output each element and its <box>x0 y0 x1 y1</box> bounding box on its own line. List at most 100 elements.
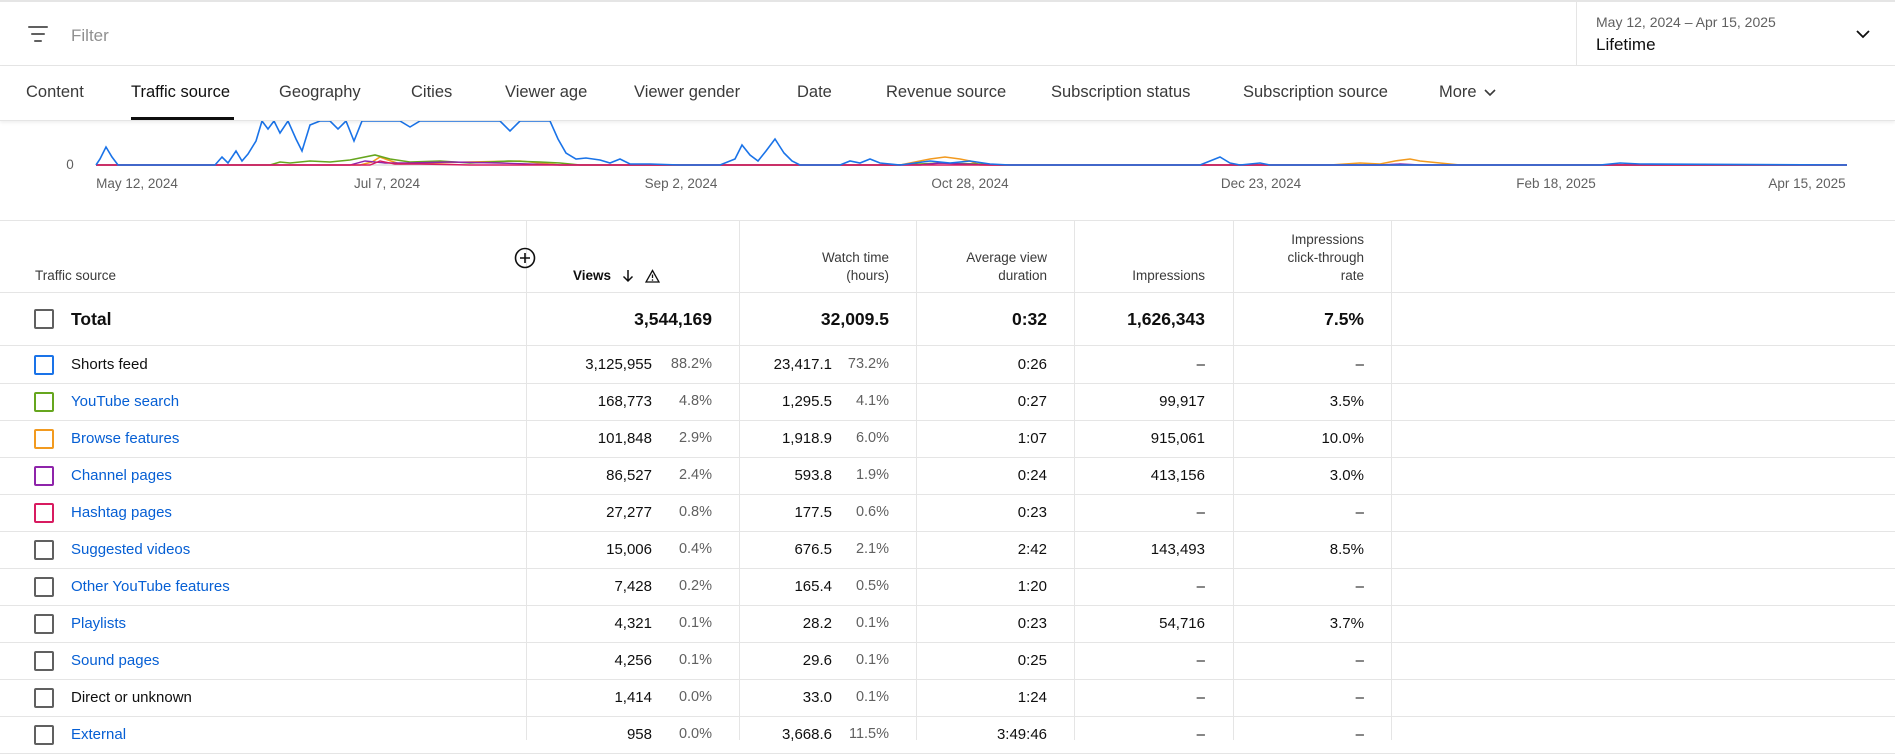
total-impressions-ctr: 7.5% <box>1324 309 1364 329</box>
views-percent: 0.1% <box>678 615 712 631</box>
tab-subscription-source[interactable]: Subscription source <box>1243 83 1388 101</box>
header-avg-line1: Average view <box>966 250 1047 265</box>
impressions-value: – <box>1196 356 1205 373</box>
series-line-hashtag-pages <box>96 160 1847 166</box>
traffic-source-link[interactable]: Playlists <box>71 615 127 632</box>
table-row[interactable]: Hashtag pages 27,277 0.8% 177.5 0.6% 0:23 – – <box>0 495 1895 532</box>
header-traffic-source[interactable]: Traffic source <box>35 268 117 283</box>
tab-traffic-source[interactable]: Traffic source <box>131 83 231 101</box>
watch-time-percent: 0.6% <box>855 504 889 520</box>
watch-time-value: 177.5 <box>794 504 832 521</box>
warning-icon[interactable] <box>645 269 660 283</box>
tab-revenue-source[interactable]: Revenue source <box>886 83 1007 101</box>
average-view-duration-value: 1:20 <box>1017 578 1047 595</box>
tab-viewer-gender[interactable]: Viewer gender <box>634 83 741 101</box>
impressions-value: 54,716 <box>1159 615 1205 632</box>
chevron-down-icon <box>1856 30 1870 39</box>
traffic-source-link[interactable]: YouTube search <box>71 393 180 410</box>
views-value: 86,527 <box>606 467 652 484</box>
header-average-view-duration[interactable]: Average view duration <box>966 249 1047 285</box>
views-percent: 0.1% <box>678 652 712 668</box>
traffic-source-link[interactable]: Sound pages <box>71 652 160 669</box>
watch-time-value: 165.4 <box>794 578 832 595</box>
row-checkbox[interactable] <box>34 577 54 597</box>
x-tick-label: Dec 23, 2024 <box>1221 176 1302 191</box>
watch-time-percent: 0.1% <box>855 689 889 705</box>
watch-time-percent: 1.9% <box>855 467 889 483</box>
tab-content[interactable]: Content <box>26 83 84 101</box>
x-tick-label: May 12, 2024 <box>96 176 178 191</box>
views-percent: 0.2% <box>678 578 712 594</box>
table-row[interactable]: Other YouTube features 7,428 0.2% 165.4 0.5%… <box>0 569 1895 606</box>
tab-geography[interactable]: Geography <box>279 83 361 101</box>
row-checkbox[interactable] <box>34 392 54 412</box>
views-value: 4,321 <box>614 615 652 632</box>
views-percent: 0.0% <box>678 689 712 705</box>
table-row[interactable]: Sound pages 4,256 0.1% 29.6 0.1% 0:25 – – <box>0 643 1895 680</box>
row-checkbox[interactable] <box>34 429 54 449</box>
header-avg-line2: duration <box>998 268 1047 283</box>
header-impressions-ctr[interactable]: Impressions click-through rate <box>1287 231 1364 285</box>
header-impressions[interactable]: Impressions <box>1132 268 1205 283</box>
views-percent: 2.9% <box>678 430 712 446</box>
column-divider <box>1391 221 1392 740</box>
x-tick-label: Oct 28, 2024 <box>931 176 1009 191</box>
tab-more[interactable]: More <box>1439 83 1497 102</box>
tab-date[interactable]: Date <box>797 83 832 101</box>
views-value: 168,773 <box>597 393 652 410</box>
header-views[interactable]: Views <box>573 267 660 285</box>
table-row[interactable]: Channel pages 86,527 2.4% 593.8 1.9% 0:24 413,… <box>0 458 1895 495</box>
traffic-source-link[interactable]: External <box>71 726 127 743</box>
table-row[interactable]: Browse features 101,848 2.9% 1,918.9 6.0% 1:0… <box>0 421 1895 458</box>
watch-time-percent: 0.1% <box>855 615 889 631</box>
header-watch-time[interactable]: Watch time (hours) <box>822 249 889 285</box>
row-checkbox[interactable] <box>34 688 54 708</box>
watch-time-value: 593.8 <box>794 467 832 484</box>
filter-input[interactable]: Filter <box>71 26 109 45</box>
traffic-source-link[interactable]: Suggested videos <box>71 541 191 558</box>
sort-descending-icon[interactable] <box>621 269 635 283</box>
tab-cities[interactable]: Cities <box>411 83 453 101</box>
watch-time-value: 676.5 <box>794 541 832 558</box>
views-value: 1,414 <box>614 689 652 706</box>
date-range-selector[interactable]: May 12, 2024 – Apr 15, 2025 Lifetime <box>1576 2 1895 66</box>
traffic-source-link[interactable]: Channel pages <box>71 467 172 484</box>
x-tick-label: Jul 7, 2024 <box>354 176 421 191</box>
tab-viewer-age[interactable]: Viewer age <box>505 83 588 101</box>
header-ctr-line3: rate <box>1340 268 1364 283</box>
column-divider <box>916 221 917 740</box>
row-checkbox[interactable] <box>34 725 54 745</box>
impressions-value: 99,917 <box>1159 393 1205 410</box>
total-checkbox[interactable] <box>34 309 54 329</box>
views-percent: 4.8% <box>678 393 712 409</box>
views-value: 27,277 <box>606 504 652 521</box>
row-checkbox[interactable] <box>34 540 54 560</box>
traffic-source-link[interactable]: Other YouTube features <box>71 578 230 595</box>
table-row[interactable]: Shorts feed 3,125,955 88.2% 23,417.1 73.2% 0:… <box>0 347 1895 384</box>
watch-time-value: 3,668.6 <box>781 726 832 743</box>
filter-icon[interactable] <box>28 26 50 44</box>
y-axis-zero-label: 0 <box>66 157 74 172</box>
row-checkbox[interactable] <box>34 651 54 671</box>
table-header: Traffic source Views Watch time (hours) … <box>0 221 1895 293</box>
table-row[interactable]: Direct or unknown 1,414 0.0% 33.0 0.1% 1:24 – – <box>0 680 1895 717</box>
watch-time-percent: 73.2% <box>847 356 889 372</box>
table-row[interactable]: Playlists 4,321 0.1% 28.2 0.1% 0:23 54,716 3.7% <box>0 606 1895 643</box>
traffic-source-link[interactable]: Browse features <box>71 430 180 447</box>
add-metric-icon[interactable] <box>514 247 536 269</box>
views-value: 4,256 <box>614 652 652 669</box>
row-checkbox[interactable] <box>34 355 54 375</box>
tab-subscription-status[interactable]: Subscription status <box>1051 83 1191 101</box>
row-checkbox[interactable] <box>34 614 54 634</box>
date-preset-text: Lifetime <box>1596 35 1656 54</box>
row-checkbox[interactable] <box>34 503 54 523</box>
impressions-value: – <box>1196 578 1205 595</box>
total-watch-time: 32,009.5 <box>820 309 889 329</box>
table-row[interactable]: YouTube search 168,773 4.8% 1,295.5 4.1% 0:27… <box>0 384 1895 421</box>
row-checkbox[interactable] <box>34 466 54 486</box>
active-tab-indicator <box>131 117 234 120</box>
average-view-duration-value: 0:23 <box>1017 504 1047 521</box>
table-row[interactable]: External 958 0.0% 3,668.6 11.5% 3:49:46 – – <box>0 717 1895 754</box>
table-row[interactable]: Suggested videos 15,006 0.4% 676.5 2.1% 2:42 1… <box>0 532 1895 569</box>
traffic-source-link[interactable]: Hashtag pages <box>71 504 172 521</box>
